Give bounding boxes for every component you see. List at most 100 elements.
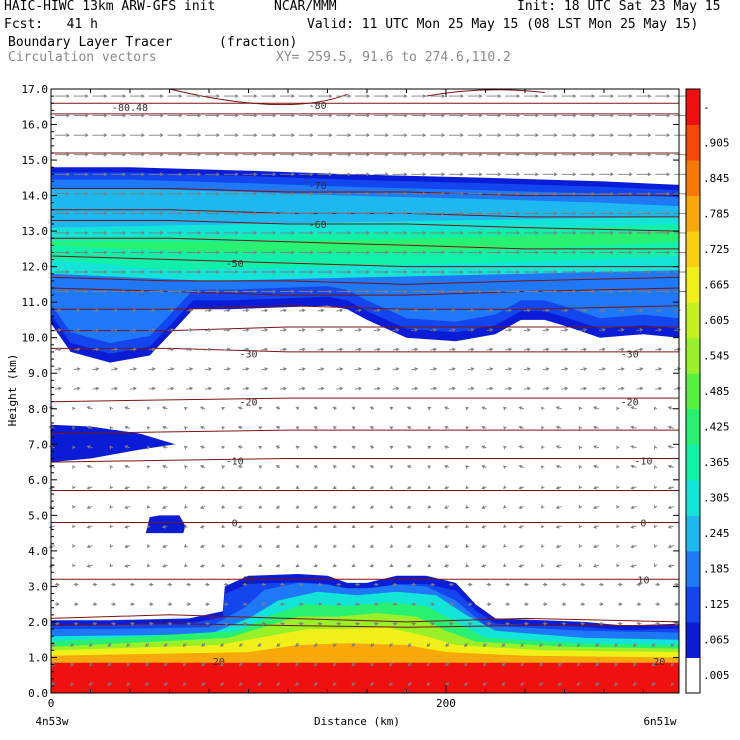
vector-arrow [448,250,464,255]
vector-arrow [465,524,469,529]
vector-arrow [162,524,168,529]
vector-arrow [593,485,600,490]
vector-arrow [317,250,333,255]
vector-arrow [298,192,314,196]
vector-arrow [186,211,202,216]
vector-arrow [427,445,432,450]
vector-arrow [86,464,93,469]
vector-arrow [486,582,492,587]
vector-arrow [653,485,658,490]
vector-arrow [111,582,117,587]
vector-arrow [561,289,577,294]
vector-arrow [369,426,375,430]
vector-arrow [636,367,644,371]
vector-arrow [163,642,168,647]
vector-arrow [223,621,229,626]
vector-arrow [72,563,76,568]
vector-arrow [388,681,393,686]
vector-arrow [92,582,98,587]
vector-arrow [636,172,652,177]
contour-label: -80.48 [112,103,148,114]
vector-arrow [667,564,675,568]
vector-arrow [598,328,606,332]
vector-arrow [655,172,671,177]
contour-label: -10 [226,456,244,467]
vector-arrow [448,328,456,332]
vector-arrow [332,445,337,450]
vector-arrow [148,152,164,157]
vector-arrow [242,347,250,352]
vector-arrow [73,250,89,255]
colorbar-label: .665 [703,278,730,291]
vector-arrow [199,445,206,449]
vector-arrow [467,94,483,98]
vector-arrow [427,426,432,430]
vector-arrow [237,406,243,410]
vector-arrow [427,505,432,509]
vector-arrow [223,289,239,294]
vector-arrow [111,231,127,235]
vector-arrow [92,602,98,606]
vector-arrow [369,485,375,490]
vector-arrow [261,289,277,294]
vector-arrow [578,544,583,548]
vector-arrow [503,485,507,490]
y-tick-label: 12.0 [22,261,49,274]
vector-arrow [317,582,323,587]
vector-arrow [580,289,596,294]
vector-arrow [109,504,114,509]
vector-arrow [667,485,675,490]
vector-arrow [205,231,220,235]
vector-arrow [237,544,243,548]
vector-arrow [111,308,119,313]
vector-arrow [73,347,81,352]
vector-arrow [427,485,432,489]
vector-arrow [524,621,529,626]
vector-arrow [389,505,394,509]
vector-arrow [555,425,562,430]
vector-arrow [257,662,262,667]
vector-arrow [542,308,550,313]
colorbar-label: .845 [703,172,730,185]
vector-arrow [505,582,511,587]
vector-arrow [599,621,604,626]
vector-arrow [92,250,108,255]
vector-arrow [92,270,108,274]
vector-arrow [355,289,371,294]
vector-arrow [503,406,507,411]
vector-arrow [406,564,412,568]
vector-arrow [617,152,633,157]
vector-arrow [111,250,127,255]
vector-arrow [369,465,375,469]
vector-arrow [298,328,306,332]
vector-arrow [54,113,70,118]
vector-arrow [616,524,620,529]
contour-label: -60 [309,220,327,231]
vector-arrow [223,113,239,118]
vector-arrow [86,525,93,529]
vector-arrow [467,172,483,177]
vector-arrow [614,681,619,686]
vector-arrow [298,133,314,137]
vector-arrow [355,367,363,371]
vector-arrow [280,94,296,98]
vector-arrow [355,231,371,235]
vector-arrow [317,211,333,216]
vector-arrow [317,192,333,196]
vector-arrow [167,602,173,606]
vector-arrow [426,642,431,647]
vector-arrow [129,308,137,313]
colorbar-swatch [686,160,700,197]
vector-arrow [598,386,606,391]
vector-arrow [520,642,525,647]
vector-arrow [411,133,427,137]
vector-arrow [392,133,408,137]
vector-arrow [503,563,507,568]
vector-arrow [186,172,202,177]
vector-arrow [617,602,623,606]
vector-arrow [392,152,408,157]
vector-arrow [482,681,487,686]
vector-arrow [430,172,446,177]
vector-arrow [186,367,194,371]
vector-arrow [54,308,62,313]
